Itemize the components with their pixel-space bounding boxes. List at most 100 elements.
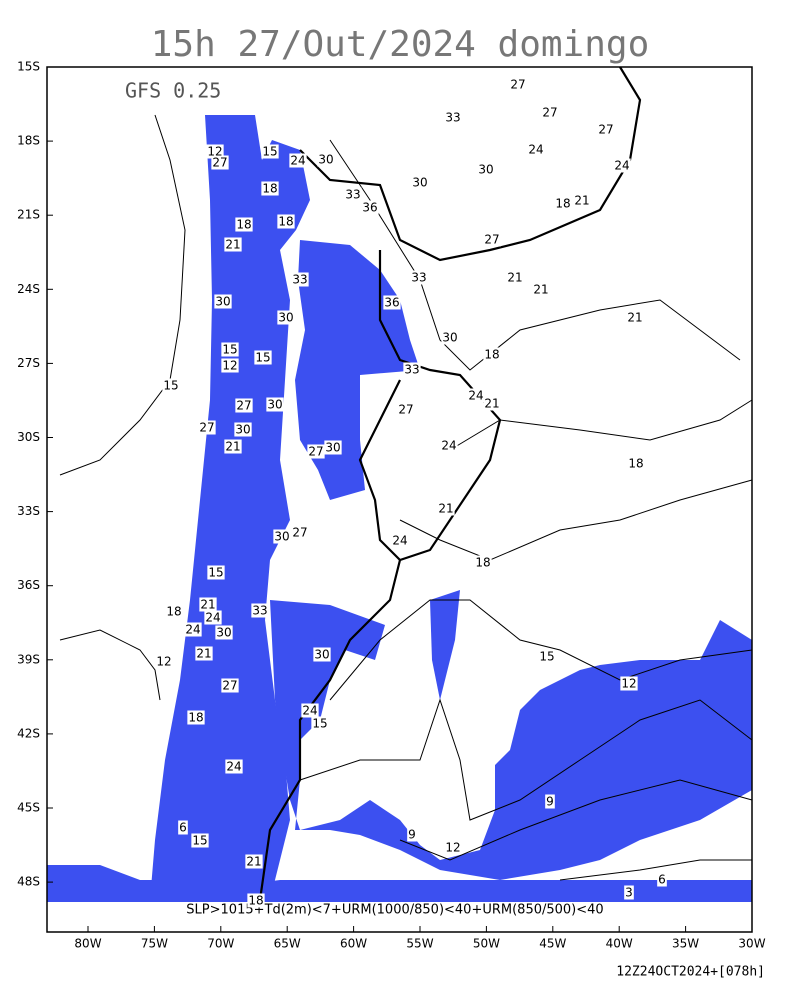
contour-label: 36 [384,296,399,310]
contour-label: 24 [528,143,543,157]
lat-label: 33S [17,504,40,518]
lon-label: 35W [672,937,699,951]
contour-label: 21 [438,502,453,516]
contour-label-bg [624,885,634,900]
contour-label: 30 [274,530,289,544]
contour-label: 18 [628,457,643,471]
contour-label: 27 [542,106,557,120]
contour-label-bg [657,872,667,887]
contour-label: 21 [574,194,589,208]
contour-label-bg [361,200,379,215]
contour-label-bg [191,833,209,848]
title: 15h 27/Out/2024 domingo [151,24,650,65]
contour-label-bg [483,347,501,362]
lon-label: 70W [207,937,234,951]
contour-label: 9 [408,828,416,842]
contour-label: 24 [468,389,483,403]
lon-label: 30W [738,937,765,951]
model-label: GFS 0.25 [125,79,221,103]
contour-label-bg [277,310,295,325]
contour-label-bg [317,152,335,167]
contour-label-bg [483,396,501,411]
contour-label-bg [391,533,409,548]
contour-label-bg [403,362,421,377]
contour-label: 30 [278,311,293,325]
contour-label-bg [245,854,263,869]
border [299,66,642,262]
lat-label: 39S [17,652,40,666]
contour-label-bg [626,310,644,325]
contour-label: 3 [625,886,633,900]
contour-label: 33 [252,604,267,618]
contour-label-bg [184,622,202,637]
contour-label: 6 [658,873,666,887]
shaded-bottom [47,865,752,902]
contour-label: 15 [163,379,178,393]
contour-line [59,629,161,701]
contour-label: 18 [262,182,277,196]
contour-label-bg [198,420,216,435]
contour-label-bg [538,649,556,664]
contour-label-bg [613,158,631,173]
contour-label-bg [291,272,309,287]
lon-label: 60W [340,937,367,951]
contour-label-bg [527,142,545,157]
contour-label: 18 [248,894,263,908]
contour-label: 15 [255,351,270,365]
contour-label: 24 [441,439,456,453]
contour-label: 12 [445,841,460,855]
contour-label: 30 [215,295,230,309]
lat-label: 18S [17,134,40,148]
contour-label: 21 [225,440,240,454]
contour-label: 27 [484,233,499,247]
contour-label-bg [627,456,645,471]
contour-label: 21 [627,311,642,325]
contour-line [299,698,753,821]
contour-label-bg [554,196,572,211]
lat-label: 48S [17,875,40,889]
contour-label: 33 [292,273,307,287]
contour-label: 18 [555,197,570,211]
contour-label: 27 [212,156,227,170]
contour-label-bg [444,840,462,855]
contour-label-bg [444,110,462,125]
contour-label: 15 [192,834,207,848]
contour-label: 24 [614,159,629,173]
contour-label-bg [215,625,233,640]
contour-label: 27 [292,526,307,540]
contour-label-bg [261,144,279,159]
contour-label: 36 [362,201,377,215]
contour-label-bg [532,282,550,297]
contour-label-bg [162,378,180,393]
contour-label: 15 [312,717,327,731]
lon-label: 65W [274,937,301,951]
contour-label: 27 [510,78,525,92]
contour-label-bg [291,525,309,540]
lat-label: 21S [17,208,40,222]
contour-label: 27 [199,421,214,435]
lon-label: 80W [74,937,101,951]
contour-line [399,779,753,861]
contour-label: 24 [302,704,317,718]
map: GFS 0.25 SLP>1015+Td(2m)<7+URM(1000/850)… [46,66,753,933]
contour-label-bg [178,820,188,835]
contour-label: 27 [598,123,613,137]
contour-label-bg [155,654,173,669]
contour-label-bg [221,342,239,357]
lon-label: 40W [606,937,633,951]
contour-label-bg [313,647,331,662]
map-frame [46,66,753,933]
contour-label: 21 [484,397,499,411]
lat-label: 27S [17,356,40,370]
contour-label-bg [195,646,213,661]
labels: 15S 18S 21S 24S 27S 30S 33S 36S 39S 42S 45S 48S 80W 7… [17,60,766,951]
contour-label-bg [251,603,269,618]
contour-label: 6 [179,821,187,835]
lon-label: 75W [141,937,168,951]
contour-label: 33 [445,111,460,125]
contour-label: 30 [267,398,282,412]
contour-label: 27 [398,403,413,417]
contour-label-bg [199,597,217,612]
contour-label-bg [247,893,265,908]
